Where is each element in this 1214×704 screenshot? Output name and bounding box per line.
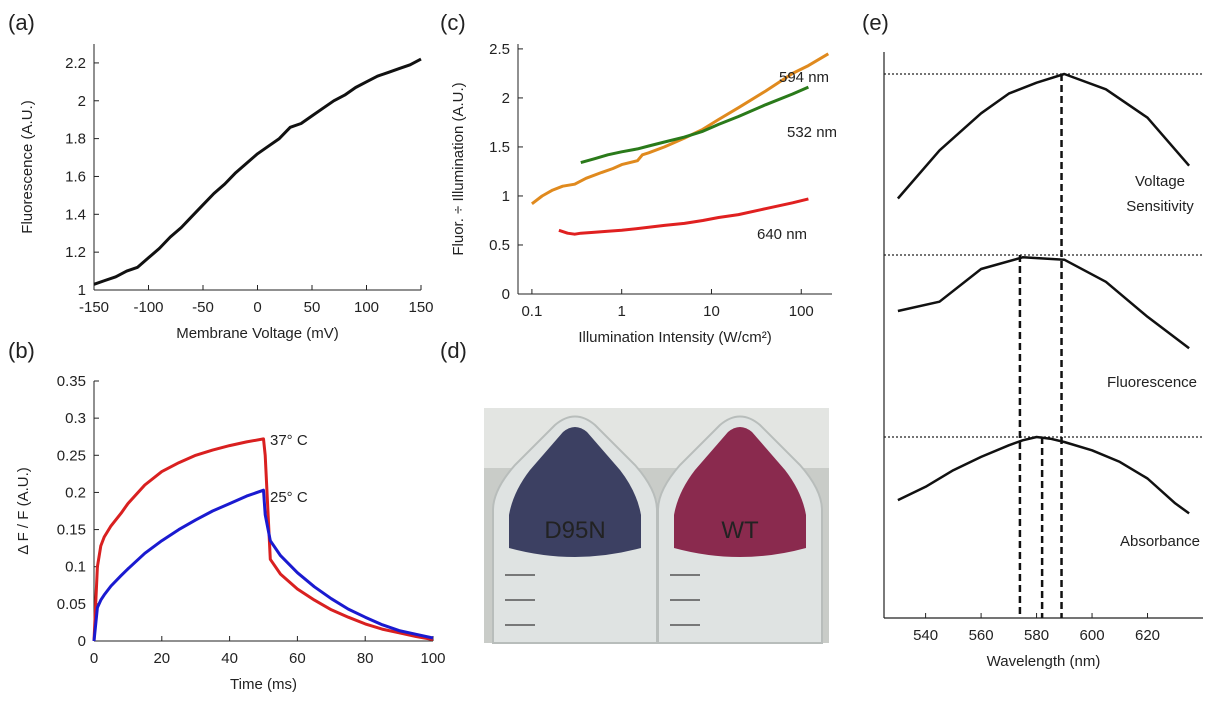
y-tick-label: 0.3 (65, 410, 86, 427)
series-line-b-1 (92, 488, 434, 642)
x-axis-label: Time (ms) (230, 676, 297, 693)
panel-label-d: (d) (440, 338, 467, 363)
y-tick-label: 0.2 (65, 484, 86, 501)
series-label-b-1: 25° C (270, 489, 308, 506)
photo-tubes: D95N WT (484, 408, 829, 644)
series-label-e-2: Absorbance (1120, 533, 1200, 550)
series-line-c-1 (580, 85, 810, 165)
x-tick-label: 80 (357, 650, 374, 667)
panel-label-c: (c) (440, 10, 466, 35)
x-tick-label: 540 (913, 627, 938, 644)
y-tick-label: 2.5 (489, 41, 510, 58)
x-tick-label: 60 (289, 650, 306, 667)
tube-right: WT (657, 415, 823, 644)
x-tick-label: -50 (192, 299, 214, 316)
y-tick-label: 2 (78, 93, 86, 110)
tube-liquid (509, 427, 641, 557)
x-tick-label: 10 (703, 303, 720, 320)
panel-label-b: (b) (8, 338, 35, 363)
y-tick-label: 1.6 (65, 168, 86, 185)
panel-label-e: (e) (862, 10, 889, 35)
y-tick-label: 0 (78, 633, 86, 650)
x-tick-label: 100 (789, 303, 814, 320)
series-label-b-0: 37° C (270, 432, 308, 449)
x-tick-label: 0 (90, 650, 98, 667)
y-tick-label: 0 (502, 286, 510, 303)
x-tick-label: 560 (969, 627, 994, 644)
tube-label: D95N (544, 517, 605, 544)
y-tick-label: 0.35 (57, 373, 86, 390)
series-line-c-0 (530, 52, 830, 205)
x-tick-label: 1 (618, 303, 626, 320)
x-tick-label: 100 (354, 299, 379, 316)
y-axis-label: Fluor. ÷ Illumination (A.U.) (450, 82, 467, 255)
y-tick-label: 2 (502, 90, 510, 107)
y-axis-label: Δ F / F (A.U.) (15, 467, 32, 555)
tube-label: WT (721, 517, 759, 544)
y-tick-label: 0.05 (57, 596, 86, 613)
x-tick-label: -100 (133, 299, 163, 316)
series-line-b-0 (92, 437, 434, 642)
series-label-c-1: 532 nm (787, 124, 837, 141)
x-tick-label: 40 (221, 650, 238, 667)
x-tick-label: 150 (408, 299, 433, 316)
y-tick-label: 0.5 (489, 237, 510, 254)
y-tick-label: 1 (78, 282, 86, 299)
y-tick-label: 2.2 (65, 55, 86, 72)
tube-left: D95N (492, 415, 658, 644)
x-tick-label: 50 (304, 299, 321, 316)
series-line-e-0 (896, 72, 1191, 200)
series-label-c-2: 640 nm (757, 226, 807, 243)
y-tick-label: 0.15 (57, 522, 86, 539)
series-line-a-0 (93, 57, 422, 286)
series-line-c-2 (558, 197, 809, 236)
x-axis-label: Membrane Voltage (mV) (176, 325, 339, 342)
x-tick-label: 20 (153, 650, 170, 667)
y-tick-label: 1.5 (489, 139, 510, 156)
y-tick-label: 1.2 (65, 244, 86, 261)
y-tick-label: 1.4 (65, 206, 86, 223)
series-label-e-0a: Voltage (1135, 173, 1185, 190)
x-tick-label: 580 (1024, 627, 1049, 644)
series-line-e-2 (897, 435, 1190, 515)
y-tick-label: 1.8 (65, 131, 86, 148)
y-tick-label: 0.1 (65, 559, 86, 576)
x-axis-label: Illumination Intensity (W/cm²) (578, 329, 771, 346)
series-label-c-0: 594 nm (779, 69, 829, 86)
series-label-e-0b: Sensitivity (1126, 198, 1194, 215)
x-tick-label: -150 (79, 299, 109, 316)
y-axis-label: Fluorescence (A.U.) (19, 100, 36, 233)
x-tick-label: 0 (253, 299, 261, 316)
x-tick-label: 620 (1135, 627, 1160, 644)
x-axis-label: Wavelength (nm) (987, 653, 1101, 670)
x-tick-label: 100 (420, 650, 445, 667)
x-tick-label: 600 (1080, 627, 1105, 644)
y-tick-label: 0.25 (57, 447, 86, 464)
series-label-e-1: Fluorescence (1107, 374, 1197, 391)
tube-liquid (674, 427, 806, 557)
x-tick-label: 0.1 (521, 303, 542, 320)
y-tick-label: 1 (502, 188, 510, 205)
series-line-e-1 (897, 256, 1190, 350)
panel-label-a: (a) (8, 10, 35, 35)
